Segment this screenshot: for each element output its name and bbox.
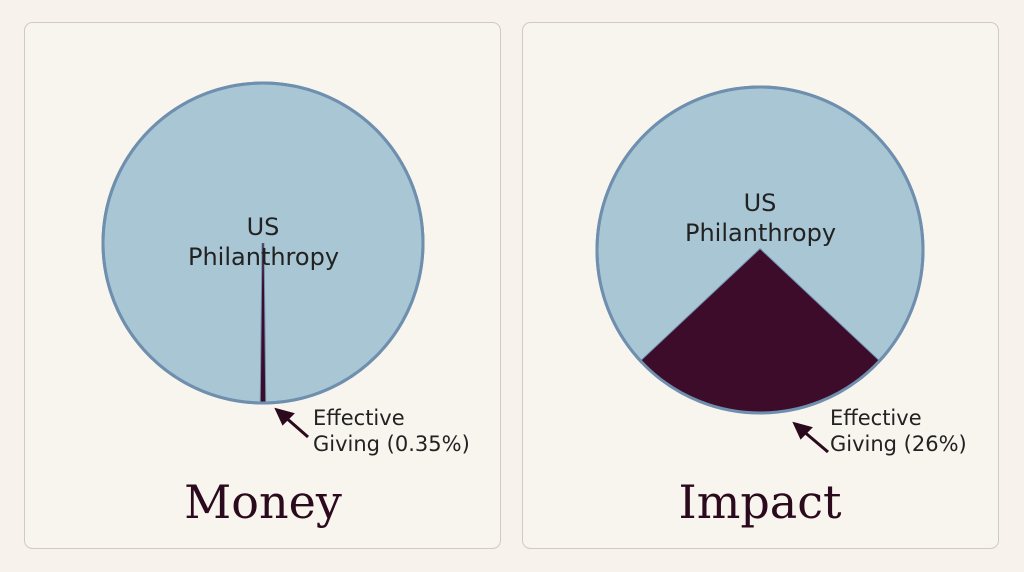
slice-label: US Philanthropy [685, 189, 837, 247]
slice-label: Effective Giving (26%) [830, 406, 967, 457]
arrows [274, 407, 829, 454]
slice-label: US Philanthropy [188, 213, 340, 271]
arrow-head [792, 421, 813, 440]
arrow-head [274, 407, 295, 426]
chart-title: Impact [678, 475, 842, 529]
chart-title: Money [184, 475, 342, 529]
slice-label: Effective Giving (0.35%) [313, 406, 470, 457]
pie-outline [101, 81, 425, 405]
pie-outline [595, 85, 925, 415]
